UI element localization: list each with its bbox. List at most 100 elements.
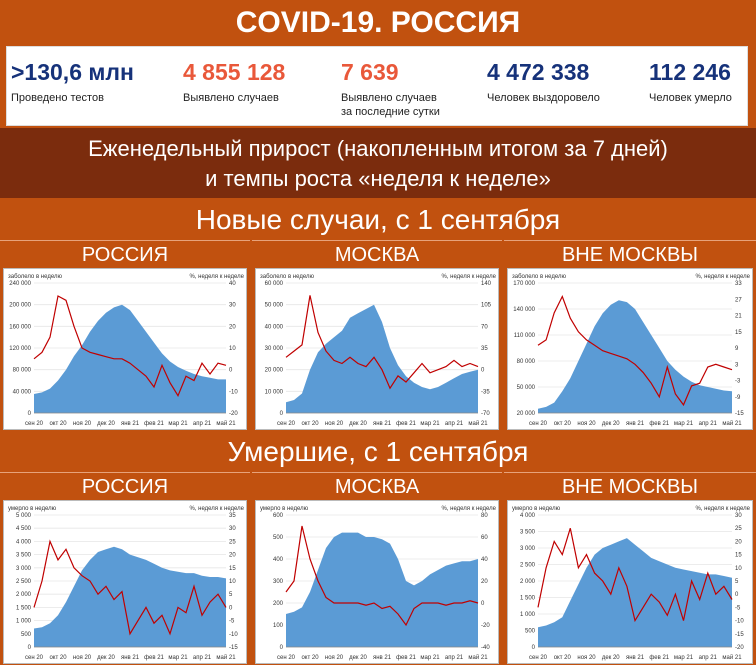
y2-tick-label: 5 (229, 592, 233, 598)
y2-tick-label: 27 (735, 297, 742, 303)
y2-tick-label: 10 (229, 346, 236, 352)
x-tick-label: мар 21 (420, 421, 440, 427)
line-series (33, 295, 227, 398)
x-tick-label: апр 21 (699, 421, 718, 427)
y2-tick-label: -15 (735, 411, 744, 417)
region-label: РОССИЯ (0, 240, 250, 269)
x-tick-label: дек 20 (602, 655, 620, 661)
stat-label: Выявлено случаев (183, 92, 279, 104)
y-tick-label: 40 000 (265, 324, 284, 330)
y-tick-label: 200 (273, 601, 284, 607)
line-series (285, 295, 479, 390)
x-tick-label: фев 21 (649, 655, 669, 661)
x-tick-label: сен 20 (529, 421, 548, 427)
y-tick-label: 50 000 (517, 385, 536, 391)
y-tick-label: 10 000 (265, 389, 284, 395)
y2-tick-label: 20 (481, 579, 488, 585)
y-tick-label: 3 000 (16, 566, 32, 572)
y2-axis-label: %, неделя к неделе (695, 274, 750, 280)
y2-tick-label: -5 (229, 619, 235, 625)
stat-label: Человек умерло (649, 92, 732, 104)
chart-svg: умерло в неделю %, неделя к неделе 4 000 3 … (512, 506, 751, 661)
x-tick-label: апр 21 (445, 421, 464, 427)
y2-tick-label: 21 (735, 314, 742, 320)
x-tick-label: янв 21 (121, 655, 140, 661)
x-tick-label: мар 21 (168, 421, 188, 427)
x-tick-label: мар 21 (674, 655, 694, 661)
y2-tick-label: 0 (735, 592, 739, 598)
chart-panel: заболело в неделю %, неделя к неделе 240 0… (3, 268, 247, 430)
y2-axis-label: %, неделя к неделе (441, 506, 496, 512)
y-tick-label: 110 000 (514, 333, 536, 339)
x-tick-label: мар 21 (168, 655, 188, 661)
y-tick-label: 0 (280, 411, 284, 417)
stat-value: 4 855 128 (183, 59, 286, 85)
chart-svg: заболело в неделю %, неделя к неделе 170 0… (512, 274, 751, 427)
banner-line-1: Еженедельный прирост (накопленным итогом… (88, 136, 668, 161)
y2-tick-label: 10 (229, 579, 236, 585)
chart-panel: заболело в неделю %, неделя к неделе 60 00… (255, 268, 499, 430)
line-series (285, 525, 479, 627)
x-tick-label: дек 20 (97, 655, 115, 661)
section-title-deaths: Умершие, с 1 сентября (0, 432, 756, 472)
y-tick-label: 1 500 (520, 596, 536, 602)
x-tick-label: мар 21 (420, 655, 440, 661)
y-tick-label: 0 (28, 645, 32, 651)
y-tick-label: 500 (273, 535, 284, 541)
line-series (537, 528, 733, 623)
y-tick-label: 40 000 (13, 389, 32, 395)
region-label: ВНЕ МОСКВЫ (504, 240, 756, 269)
y-axis-label: умерло в неделю (512, 506, 561, 512)
chart-panel: умерло в неделю %, неделя к неделе 5 000 4 … (3, 500, 247, 664)
y2-tick-label: 60 (481, 535, 488, 541)
y-tick-label: 140 000 (513, 307, 535, 313)
x-tick-label: сен 20 (277, 655, 296, 661)
y-tick-label: 1 500 (16, 605, 32, 611)
y2-tick-label: 30 (229, 303, 236, 309)
x-tick-label: апр 21 (193, 655, 212, 661)
x-tick-label: окт 20 (301, 421, 319, 427)
y-tick-label: 2 500 (520, 563, 536, 569)
x-tick-label: май 21 (468, 420, 488, 427)
y2-axis-label: %, неделя к неделе (695, 506, 750, 512)
y2-tick-label: -35 (481, 389, 490, 395)
y2-tick-label: 0 (481, 368, 485, 374)
region-label: ВНЕ МОСКВЫ (504, 472, 756, 501)
y2-axis-label: %, неделя к неделе (189, 506, 244, 512)
area-series (538, 300, 732, 413)
x-tick-label: янв 21 (121, 421, 140, 427)
y-tick-label: 100 (273, 623, 284, 629)
area-series (34, 546, 226, 647)
x-tick-label: фев 21 (649, 421, 669, 427)
y-tick-label: 4 500 (16, 526, 32, 532)
y2-tick-label: 105 (481, 303, 492, 309)
stat-value: 4 472 338 (487, 59, 590, 85)
y-tick-label: 80 000 (517, 359, 536, 365)
y2-tick-label: -70 (481, 411, 490, 417)
chart-svg: умерло в неделю %, неделя к неделе 5 000 4 … (8, 506, 245, 661)
y2-tick-label: -15 (735, 632, 744, 638)
stat-label: Выявлено случаев за последние сутки (341, 92, 440, 118)
y2-tick-label: 0 (229, 368, 233, 374)
y-tick-label: 170 000 (513, 281, 535, 287)
y-tick-label: 240 000 (9, 281, 31, 287)
x-tick-label: сен 20 (25, 655, 44, 661)
y2-tick-label: 15 (735, 330, 742, 336)
area-series (538, 538, 732, 647)
chart-svg: умерло в неделю%, неделя к неделе6005004… (260, 506, 497, 661)
y2-tick-label: -10 (229, 389, 238, 395)
x-tick-label: ноя 20 (73, 655, 92, 661)
banner-line-2: и темпы роста «неделя к неделе» (205, 166, 551, 191)
y2-tick-label: -9 (735, 395, 741, 401)
x-tick-label: апр 21 (193, 421, 212, 427)
y-tick-label: 3 000 (520, 546, 536, 552)
stat-3: 4 472 338 Человек выздоровело (487, 57, 600, 105)
x-tick-label: окт 20 (301, 655, 319, 661)
x-tick-label: окт 20 (554, 655, 572, 661)
stat-2: 7 639 Выявлено случаев за последние сутки (341, 57, 440, 119)
y-tick-label: 4 000 (520, 513, 536, 519)
y-tick-label: 20 000 (265, 368, 284, 374)
stat-1: 4 855 128 Выявлено случаев (183, 57, 285, 105)
region-label: МОСКВА (252, 472, 502, 501)
y-tick-label: 400 (273, 557, 284, 563)
